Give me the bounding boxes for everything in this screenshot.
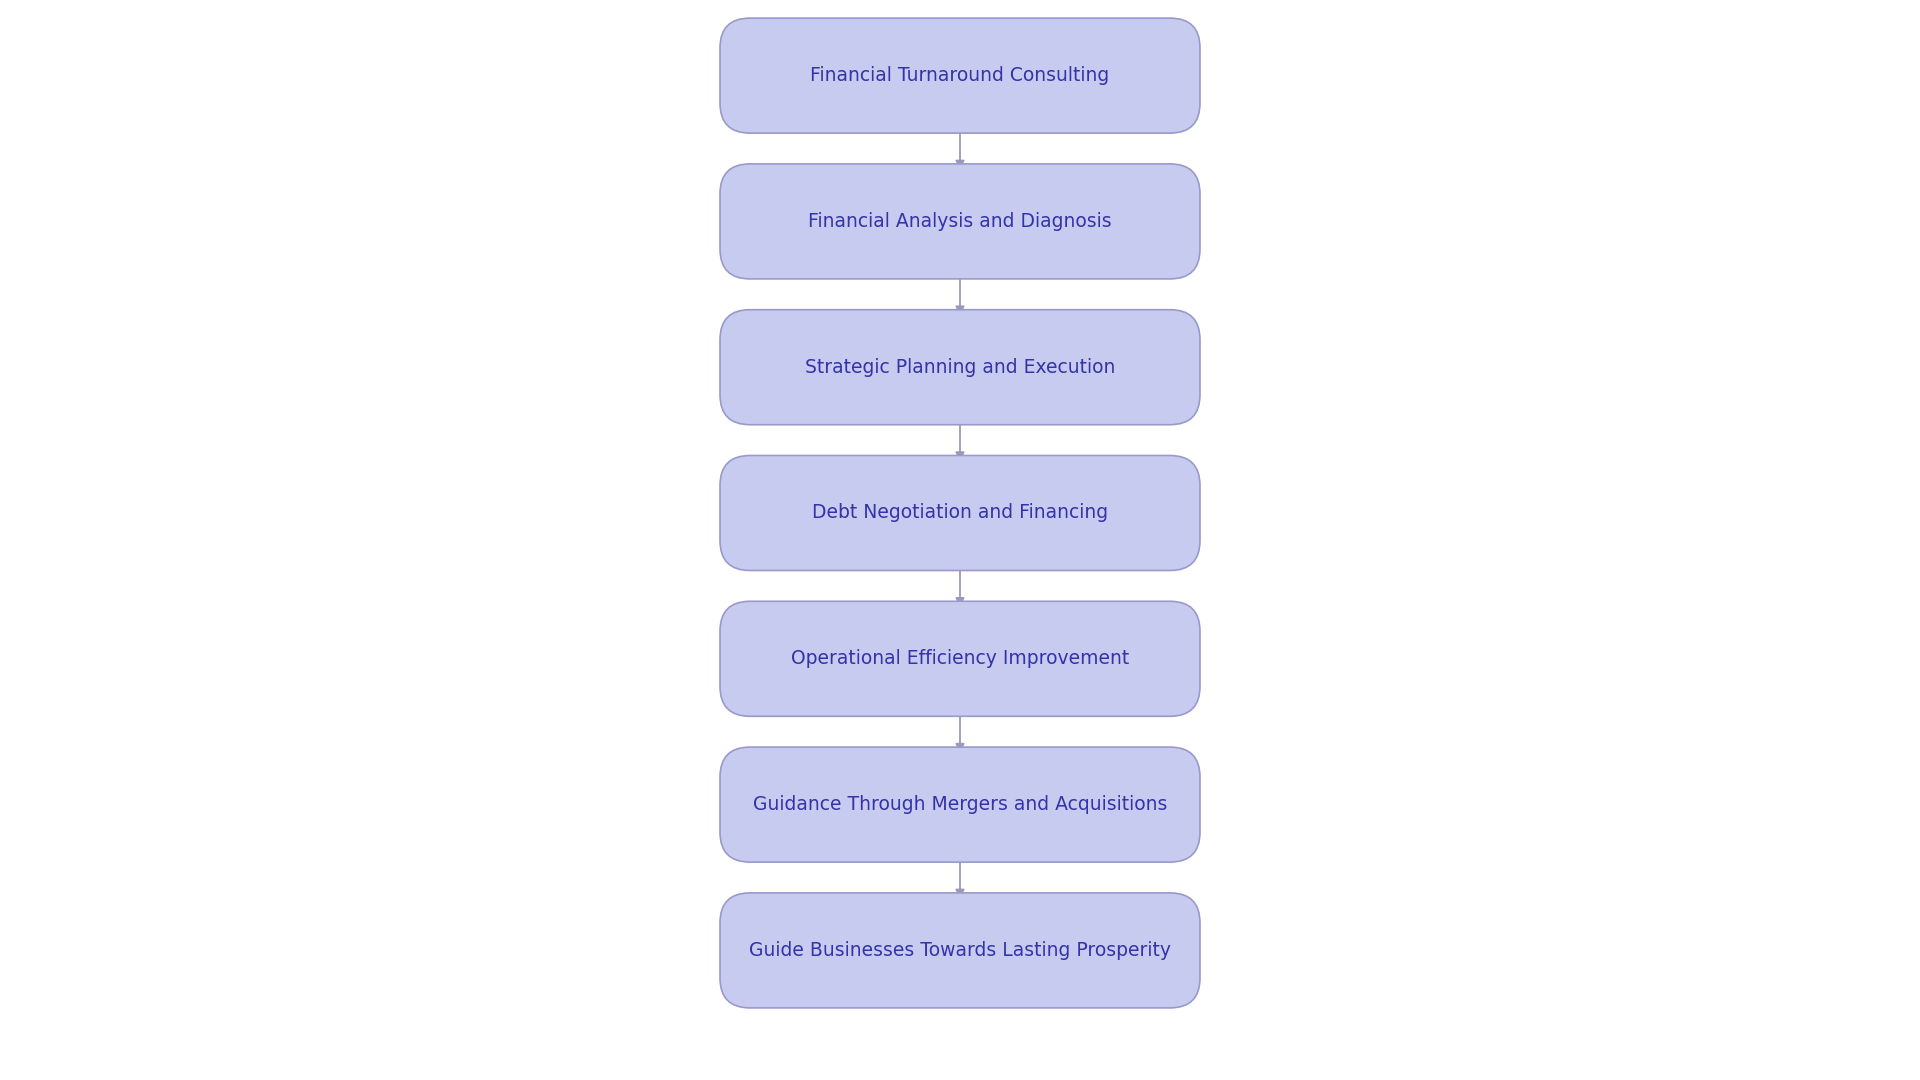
Text: Guide Businesses Towards Lasting Prosperity: Guide Businesses Towards Lasting Prosper… (749, 941, 1171, 960)
Text: Debt Negotiation and Financing: Debt Negotiation and Financing (812, 503, 1108, 523)
FancyBboxPatch shape (720, 18, 1200, 133)
Text: Financial Analysis and Diagnosis: Financial Analysis and Diagnosis (808, 212, 1112, 231)
Text: Financial Turnaround Consulting: Financial Turnaround Consulting (810, 66, 1110, 85)
FancyBboxPatch shape (720, 893, 1200, 1008)
FancyBboxPatch shape (720, 602, 1200, 716)
FancyBboxPatch shape (720, 310, 1200, 424)
FancyBboxPatch shape (720, 164, 1200, 279)
FancyBboxPatch shape (720, 747, 1200, 862)
Text: Operational Efficiency Improvement: Operational Efficiency Improvement (791, 649, 1129, 669)
Text: Strategic Planning and Execution: Strategic Planning and Execution (804, 357, 1116, 377)
FancyBboxPatch shape (720, 456, 1200, 570)
Text: Guidance Through Mergers and Acquisitions: Guidance Through Mergers and Acquisition… (753, 795, 1167, 814)
